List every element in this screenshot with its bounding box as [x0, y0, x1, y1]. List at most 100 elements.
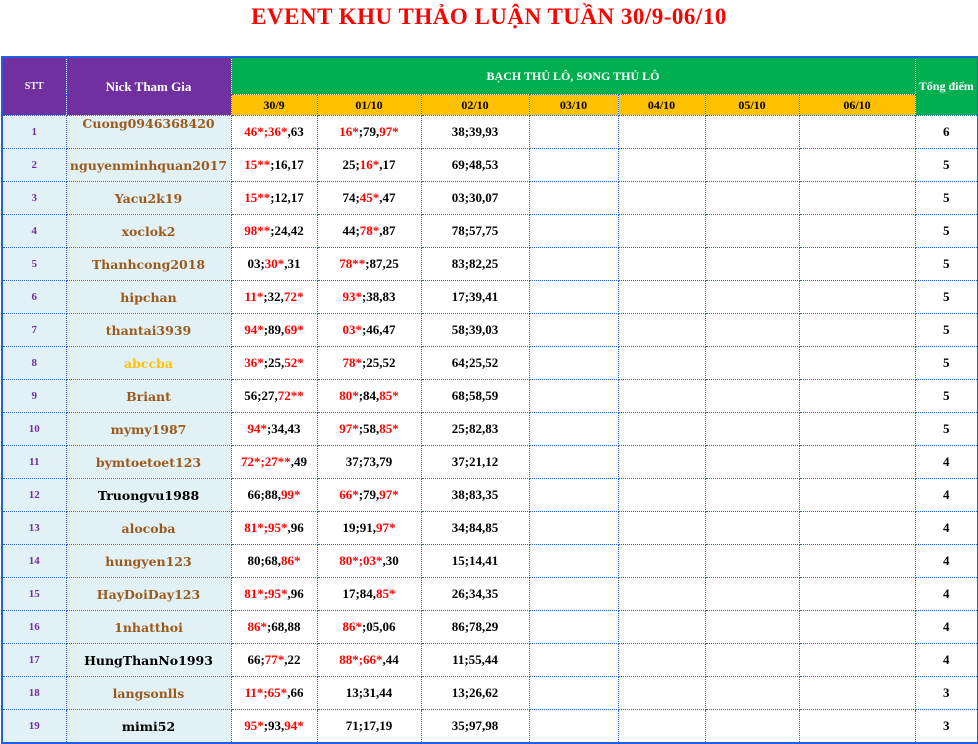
prediction-cell: 15;14,41 — [420, 544, 530, 578]
table-row: 13 alocoba 81*;95*,96 19;91,97* 34;84,85 4 — [1, 511, 978, 545]
prediction-cell: 37;21,12 — [420, 445, 530, 479]
number: 56;27, — [244, 388, 278, 403]
header-date: 30/9 — [230, 94, 318, 116]
prediction-cell: 88*;66*,44 — [316, 643, 422, 677]
prediction-cell — [704, 181, 800, 215]
hit-number: 36* — [244, 355, 264, 370]
number: 25; — [342, 157, 360, 172]
nick-cell: thantai3939 — [65, 313, 232, 347]
nick-cell: hipchan — [65, 280, 232, 314]
table-row: 12 Truongvu1988 66;88,99* 66*;79,97* 38;83,3… — [1, 478, 978, 512]
number: 44; — [342, 223, 360, 238]
prediction-cell: 17;39,41 — [420, 280, 530, 314]
table-row: 17 HungThanNo1993 66;77*,22 88*;66*,44 11;55… — [1, 643, 978, 677]
header-group: BẠCH THỦ LÔ, SONG THỦ LÔ — [230, 56, 916, 95]
header-date: 02/10 — [420, 94, 530, 116]
prediction-cell: 58;39,03 — [420, 313, 530, 347]
nick-cell: nguyenminhquan2017 — [65, 148, 232, 182]
prediction-cell — [798, 709, 916, 744]
hit-number: 16* — [339, 124, 359, 139]
prediction-cell — [617, 412, 706, 446]
stt-cell: 10 — [1, 412, 67, 446]
prediction-cell — [617, 214, 706, 248]
table-row: 19 mimi52 95*;93,94* 71;17,19 35;97,98 3 — [1, 709, 978, 744]
hit-number: 94* — [247, 421, 267, 436]
table-row: 6 hipchan 11*;32,72* 93*;38,83 17;39,41 5 — [1, 280, 978, 314]
nick-cell: mimi52 — [65, 709, 232, 744]
hit-number: 93* — [342, 289, 362, 304]
prediction-cell: 19;91,97* — [316, 511, 422, 545]
number: ,96 — [287, 586, 304, 601]
hit-number: 78** — [339, 256, 366, 271]
hit-number: 11*;65* — [244, 685, 288, 700]
hit-number: 99* — [281, 487, 301, 502]
prediction-cell: 38;39,93 — [420, 115, 530, 149]
total-cell: 4 — [914, 610, 978, 644]
prediction-cell — [704, 148, 800, 182]
prediction-cell: 98**;24,42 — [230, 214, 318, 248]
total-cell: 4 — [914, 478, 978, 512]
number: 66; — [247, 652, 265, 667]
prediction-cell: 34;84,85 — [420, 511, 530, 545]
prediction-cell — [704, 709, 800, 744]
prediction-cell — [617, 577, 706, 611]
hit-number: 78* — [342, 355, 362, 370]
number: 25;82,83 — [451, 421, 499, 436]
table-row: 18 langsonlls 11*;65*,66 13;31,44 13;26,62 3 — [1, 676, 978, 710]
number: ;32, — [263, 289, 284, 304]
hit-number: 97* — [379, 124, 399, 139]
hit-number: 30* — [264, 256, 285, 271]
nick-cell: HungThanNo1993 — [65, 643, 232, 677]
hit-number: 03* — [342, 322, 362, 337]
prediction-cell: 95*;93,94* — [230, 709, 318, 744]
stt-cell: 12 — [1, 478, 67, 512]
prediction-cell: 66*;79,97* — [316, 478, 422, 512]
nick-cell: 1nhatthoi — [65, 610, 232, 644]
hit-number: 86* — [281, 553, 301, 568]
total-cell: 4 — [914, 643, 978, 677]
prediction-cell: 37;73,79 — [316, 445, 422, 479]
prediction-cell — [798, 181, 916, 215]
prediction-cell — [704, 379, 800, 413]
prediction-cell: 11*;32,72* — [230, 280, 318, 314]
prediction-cell — [704, 445, 800, 479]
prediction-cell: 44;78*,87 — [316, 214, 422, 248]
number: ,44 — [382, 652, 399, 667]
prediction-cell — [798, 313, 916, 347]
stt-cell: 9 — [1, 379, 67, 413]
prediction-cell — [798, 511, 916, 545]
prediction-cell — [704, 577, 800, 611]
number: 03; — [247, 256, 265, 271]
total-cell: 5 — [914, 280, 978, 314]
prediction-cell — [798, 412, 916, 446]
total-cell: 4 — [914, 511, 978, 545]
prediction-cell: 26;34,35 — [420, 577, 530, 611]
prediction-cell: 78;57,75 — [420, 214, 530, 248]
prediction-cell — [798, 643, 916, 677]
number: 80;68, — [247, 553, 282, 568]
table-row: 16 1nhatthoi 86*;68,88 86*;05,06 86;78,29 4 — [1, 610, 978, 644]
number: 11;55,44 — [452, 652, 498, 667]
prediction-cell — [798, 445, 916, 479]
number: 38;39,93 — [451, 124, 499, 139]
hit-number: 81*;95* — [244, 520, 288, 535]
hit-number: 80*;03* — [339, 553, 383, 568]
table-row: 1 Cuong0946368420 46*;36*,63 16*;79,97* 38;3… — [1, 115, 978, 149]
table-row: 7 thantai3939 94*;89,69* 03*;46,47 58;39,03 5 — [1, 313, 978, 347]
page-title: EVENT KHU THẢO LUẬN TUẦN 30/9-06/10 — [251, 4, 727, 29]
prediction-cell — [798, 346, 916, 380]
hit-number: 72** — [277, 388, 304, 403]
hit-number: 72*;27** — [240, 454, 291, 469]
prediction-cell — [704, 247, 800, 281]
prediction-cell: 03;30*,31 — [230, 247, 318, 281]
prediction-cell — [617, 313, 706, 347]
prediction-cell — [528, 478, 619, 512]
nick-cell: alocoba — [65, 511, 232, 545]
prediction-cell — [704, 511, 800, 545]
nick-cell: langsonlls — [65, 676, 232, 710]
prediction-cell — [528, 247, 619, 281]
table-row: 2 nguyenminhquan2017 15**;16,17 25;16*,17 69… — [1, 148, 978, 182]
prediction-cell: 16*;79,97* — [316, 115, 422, 149]
prediction-cell — [704, 214, 800, 248]
table-row: 4 xoclok2 98**;24,42 44;78*,87 78;57,75 5 — [1, 214, 978, 248]
